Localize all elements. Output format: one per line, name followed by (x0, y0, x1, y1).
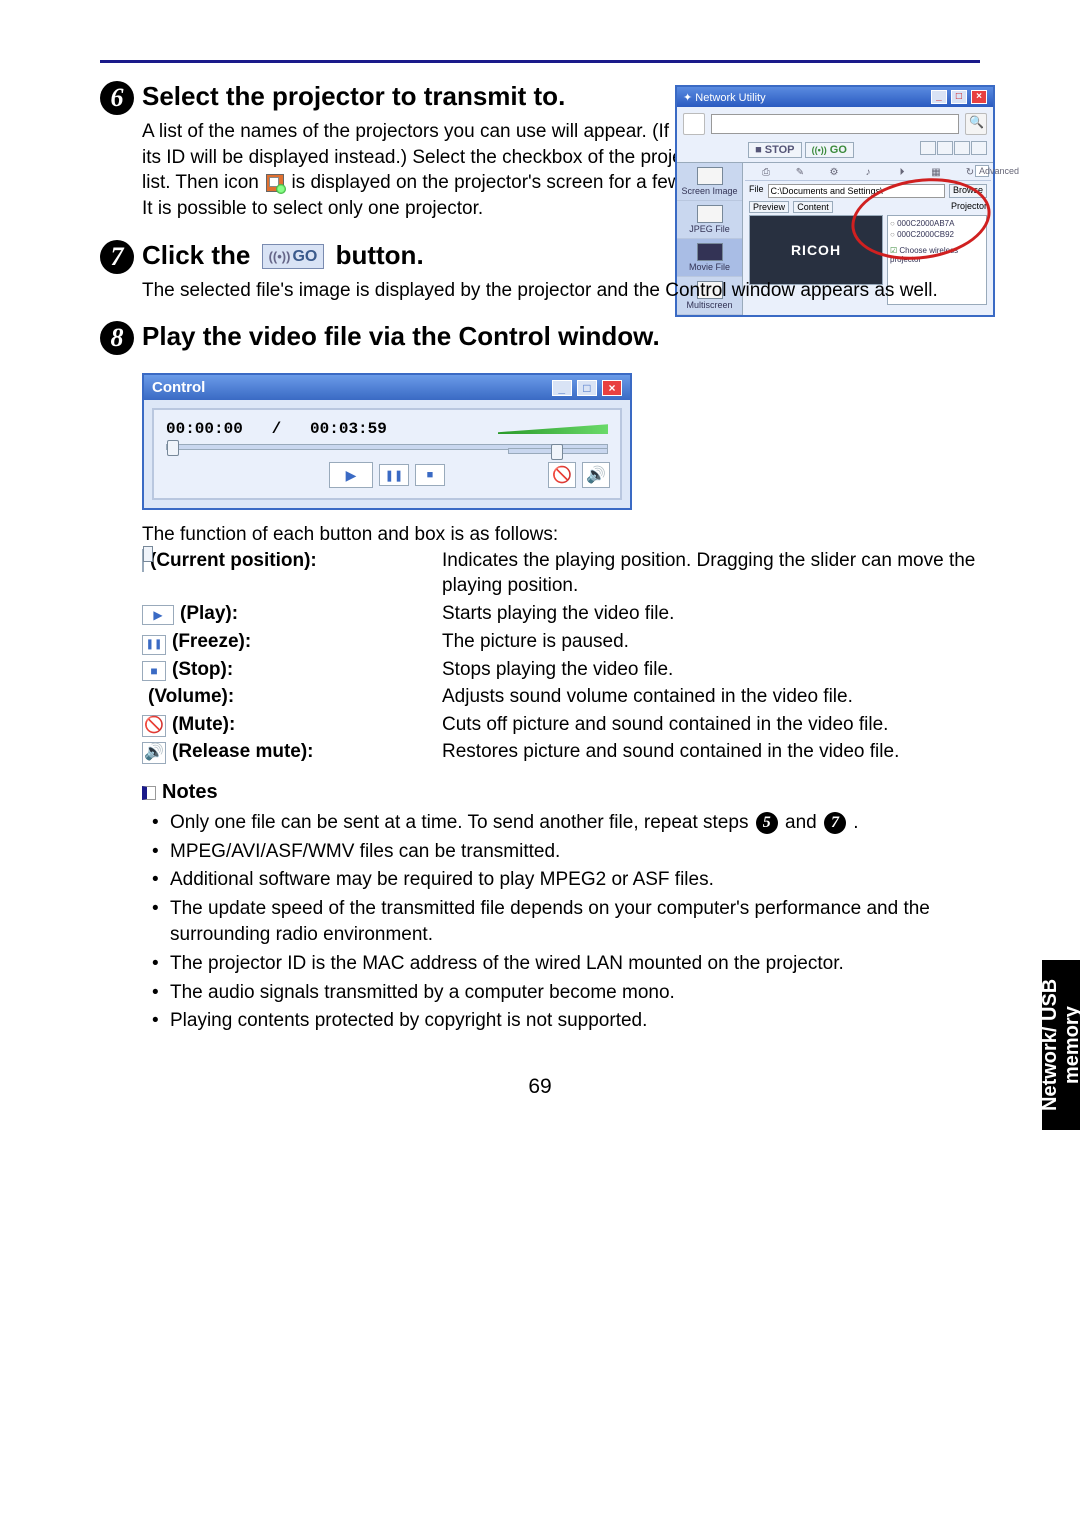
nu-icon-row: ⎙✎⚙♪⏵▦↻ Advanced (745, 165, 991, 181)
step-ref-5: 5 (756, 812, 778, 834)
fn-mute-desc: Cuts off picture and sound contained in … (442, 712, 980, 738)
unmute-button[interactable]: 🔊 (582, 462, 610, 488)
step-8: 8 Play the video file via the Control wi… (100, 321, 980, 355)
step-number-6: 6 (100, 81, 134, 115)
fn-vol-desc: Adjusts sound volume contained in the vi… (442, 684, 980, 710)
notes-bullet-icon (142, 786, 156, 800)
page-number: 69 (100, 1075, 980, 1099)
note-2: MPEG/AVI/ASF/WMV files can be transmitte… (152, 839, 980, 866)
mute-icon: 🚫 (142, 715, 166, 737)
sidebar-jpeg-file[interactable]: JPEG File (677, 201, 742, 239)
projector-item-2[interactable]: 000C2000CB92 (890, 229, 984, 240)
volume-thumb[interactable] (551, 444, 563, 460)
projector-item-1[interactable]: 000C2000AB7A (890, 218, 984, 229)
volume-indicator (498, 424, 608, 434)
stop-button[interactable]: ■ STOP (748, 142, 801, 158)
fn-rel-label: (Release mute): (172, 739, 314, 765)
note-6: The audio signals transmitted by a compu… (152, 980, 980, 1007)
transmit-icon (266, 174, 284, 192)
step-number-7: 7 (100, 240, 134, 274)
notes-heading: Notes (142, 781, 980, 804)
close-icon[interactable]: × (971, 90, 987, 104)
browse-button[interactable]: Browse (949, 184, 987, 198)
file-path-input[interactable] (768, 184, 945, 198)
toolbar-icons[interactable] (919, 141, 987, 158)
nu-titlebar: ✦ Network Utility _ □ × (677, 87, 993, 107)
section-tab: Network/ USB memory (1042, 960, 1080, 1130)
notes-list: Only one file can be sent at a time. To … (152, 810, 980, 1035)
loupe-icon[interactable] (965, 113, 987, 135)
note-1: Only one file can be sent at a time. To … (152, 810, 980, 837)
fn-mute-label: (Mute): (172, 712, 235, 738)
nu-window-buttons[interactable]: _ □ × (930, 90, 987, 104)
fn-rel-desc: Restores picture and sound contained in … (442, 739, 980, 765)
step-number-8: 8 (100, 321, 134, 355)
search-icon[interactable] (683, 113, 705, 135)
content-label: Content (793, 201, 833, 213)
address-input[interactable] (711, 114, 959, 134)
play-icon: ▶ (142, 605, 174, 625)
fn-stop-label: (Stop): (172, 657, 233, 683)
time-display: 00:00:00 / 00:03:59 (166, 420, 608, 438)
unmute-icon: 🔊 (142, 742, 166, 764)
go-button-inline: ((•))GO (262, 244, 325, 269)
maximize-icon[interactable]: □ (951, 90, 967, 104)
step-8-title: Play the video file via the Control wind… (142, 321, 980, 352)
projector-label: Projector (951, 201, 987, 213)
fn-play-desc: Starts playing the video file. (442, 601, 980, 627)
step-ref-7: 7 (824, 812, 846, 834)
time-total: 00:03:59 (310, 420, 387, 438)
minimize-icon[interactable]: _ (931, 90, 947, 104)
cw-minimize-icon[interactable]: _ (552, 380, 572, 396)
note-4: The update speed of the transmitted file… (152, 896, 980, 949)
control-window: Control _ □ × 00:00:00 / 00:03:59 (142, 373, 632, 510)
cw-titlebar: Control _ □ × (144, 375, 630, 400)
step-7-body: The selected file's image is displayed b… (142, 278, 980, 304)
cw-close-icon[interactable]: × (602, 380, 622, 396)
cw-title-text: Control (152, 379, 205, 396)
pause-button[interactable]: ❚❚ (379, 464, 409, 486)
fn-pos-desc: Indicates the playing position. Dragging… (442, 548, 980, 599)
advanced-button[interactable]: Advanced (975, 165, 989, 177)
step-7-title: Click the ((•))GO button. (142, 240, 980, 271)
nu-title-text: Network Utility (695, 92, 765, 104)
step7-title-a: Click the (142, 240, 258, 270)
step7-title-b: button. (336, 240, 424, 270)
cw-maximize-icon[interactable]: □ (577, 380, 597, 396)
note-7: Playing contents protected by copyright … (152, 1008, 980, 1035)
mute-button[interactable]: 🚫 (548, 462, 576, 488)
fn-vol-label: (Volume): (148, 684, 234, 710)
step-7: 7 Click the ((•))GO button. The selected… (100, 240, 980, 304)
note-3: Additional software may be required to p… (152, 867, 980, 894)
fn-freeze-label: (Freeze): (172, 629, 251, 655)
note-5: The projector ID is the MAC address of t… (152, 951, 980, 978)
sidebar-screen-image[interactable]: Screen Image (677, 163, 742, 201)
volume-slider[interactable] (508, 448, 608, 454)
fn-play-label: (Play): (180, 601, 238, 627)
stop-button-cw[interactable]: ■ (415, 464, 445, 486)
function-table: (Current position): Indicates the playin… (142, 548, 980, 765)
fn-freeze-desc: The picture is paused. (442, 629, 980, 655)
go-button[interactable]: ((•)) GO (805, 142, 854, 158)
file-label: File (749, 184, 764, 198)
slider-thumb[interactable] (167, 440, 179, 456)
play-button[interactable]: ▶ (329, 462, 373, 488)
notes-head-text: Notes (162, 781, 218, 804)
preview-label: Preview (749, 201, 789, 213)
slider-icon (142, 549, 144, 572)
pause-icon: ❚❚ (142, 635, 166, 655)
step6-body-part3: It is possible to select only one projec… (142, 198, 483, 219)
playback-buttons: ▶ ❚❚ ■ 🚫 🔊 (166, 462, 608, 488)
top-rule (100, 60, 980, 63)
fn-pos-label: (Current position): (150, 548, 317, 574)
time-current: 00:00:00 (166, 420, 243, 438)
stop-icon: ■ (142, 661, 166, 681)
fn-intro: The function of each button and box is a… (142, 522, 980, 548)
cw-window-buttons[interactable]: _ □ × (551, 379, 622, 396)
fn-stop-desc: Stops playing the video file. (442, 657, 980, 683)
